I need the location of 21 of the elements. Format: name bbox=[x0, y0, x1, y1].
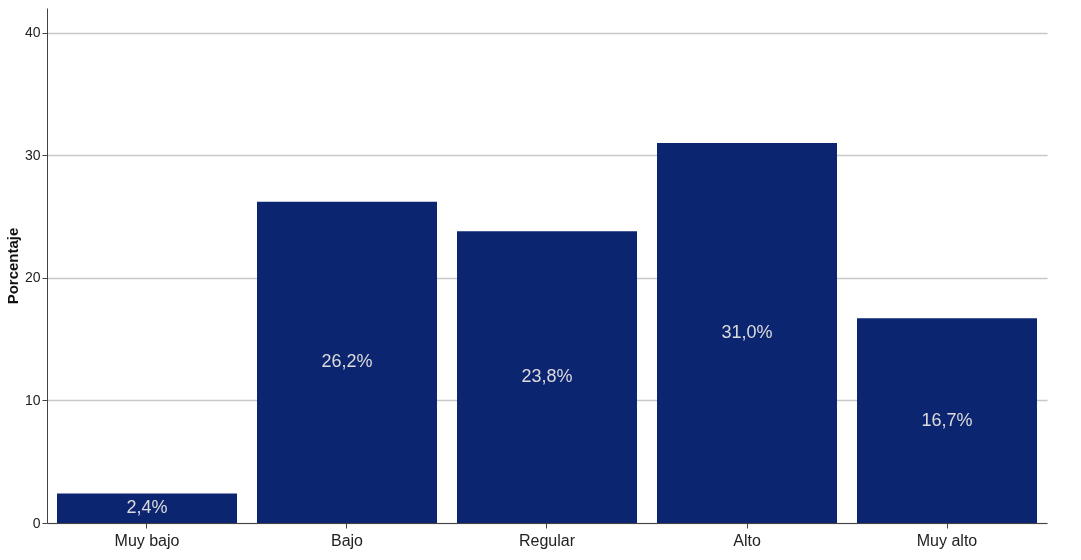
data-label: 26,2% bbox=[321, 351, 373, 372]
bar bbox=[657, 142, 837, 523]
data-label: 23,8% bbox=[521, 366, 573, 387]
y-tick-label: 30 bbox=[24, 146, 41, 163]
y-tick-label: 40 bbox=[24, 24, 41, 41]
bar bbox=[57, 493, 237, 523]
y-tick-label: 10 bbox=[24, 391, 41, 408]
data-label: 2,4% bbox=[126, 497, 168, 518]
x-tick-label: Regular bbox=[518, 531, 576, 549]
y-tick-label: 20 bbox=[24, 269, 41, 286]
data-label: 31,0% bbox=[721, 321, 773, 342]
bar bbox=[457, 231, 637, 523]
bar bbox=[257, 201, 437, 523]
x-tick-label: Bajo bbox=[330, 531, 364, 549]
data-label: 16,7% bbox=[921, 409, 973, 430]
x-tick-label: Muy bajo bbox=[114, 531, 180, 549]
x-tick-label: Alto bbox=[733, 531, 761, 549]
y-axis-title: Porcentaje bbox=[3, 227, 21, 305]
bar bbox=[857, 318, 1037, 523]
x-tick-label: Muy alto bbox=[916, 531, 978, 549]
y-tick-label: 0 bbox=[32, 514, 41, 531]
